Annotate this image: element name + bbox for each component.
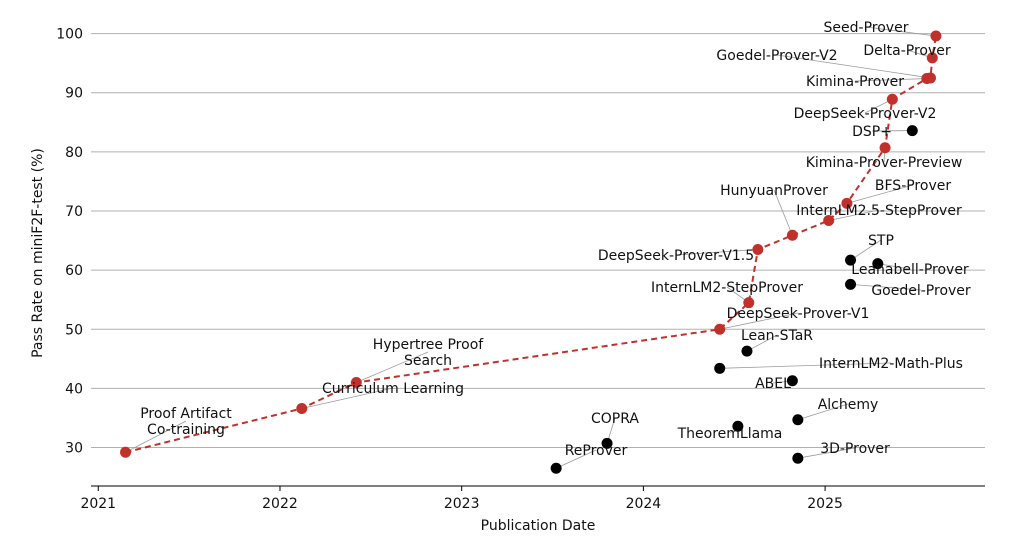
point-label-abel: ABEL <box>755 376 791 392</box>
point-alchemy <box>792 414 804 426</box>
point-label-goedel-prover: Goedel-Prover <box>871 283 971 299</box>
y-tick-label: 60 <box>65 263 83 279</box>
point-label-deepseek-prover-v1-5: DeepSeek-Prover-V1.5 <box>598 248 754 264</box>
point-label-leanabell-prover: Leanabell-Prover <box>851 262 969 278</box>
point-label-delta-prover: Delta-Prover <box>863 43 951 59</box>
point-label-deepseek-prover-v2: DeepSeek-Prover-V2 <box>794 106 937 122</box>
leader-line-lean-star <box>746 334 778 352</box>
data-points <box>120 30 942 474</box>
point-internlm2-math-plus <box>714 362 726 374</box>
point-stp <box>845 254 857 266</box>
x-tick-label: 2022 <box>262 496 298 512</box>
y-tick-label: 70 <box>65 204 83 220</box>
point-label-3d-prover: 3D-Prover <box>820 441 890 457</box>
point-copra <box>601 437 613 449</box>
point-deepseek-prover-v2 <box>886 93 898 105</box>
point-internlm2-stepprover <box>743 297 755 309</box>
y-axis-title: Pass Rate on miniF2F-test (%) <box>30 148 46 358</box>
leader-line-alchemy <box>797 403 849 421</box>
point-3d-prover <box>792 452 804 464</box>
leader-line-deepseek-prover-v1-5 <box>675 249 758 256</box>
point-proof-artifact-co-training <box>120 446 132 458</box>
point-label-alchemy: Alchemy <box>818 397 879 413</box>
point-bfs-prover <box>841 197 853 209</box>
y-tick-label: 50 <box>65 322 83 338</box>
leader-line-stp <box>850 239 882 261</box>
point-seed-prover <box>930 30 942 42</box>
leader-line-deepseek-prover-v1 <box>719 312 799 330</box>
y-tick-label: 80 <box>65 145 83 161</box>
point-deepseek-prover-v1-5 <box>752 243 764 255</box>
point-deepseek-prover-v1 <box>714 323 726 335</box>
grid-lines <box>91 33 985 449</box>
leader-line-3d-prover <box>797 447 856 459</box>
leader-line-hunyuanprover <box>773 189 793 236</box>
point-dsp <box>906 125 918 137</box>
point-internlm2-5-stepprover <box>823 214 835 226</box>
leader-line-curriculum-learning <box>301 387 394 409</box>
point-label-kimina-prover: Kimina-Prover <box>806 74 904 90</box>
point-label-hunyuanprover: HunyuanProver <box>720 183 828 199</box>
point-label-theoremllama: TheoremLlama <box>677 426 783 442</box>
point-goedel-prover <box>845 278 857 290</box>
x-axis-ticks: 2021 2022 2023 2024 2025 <box>80 486 843 512</box>
x-tick-label: 2021 <box>80 496 116 512</box>
point-label-proof-artifact-co-training: Proof Artifact <box>140 406 232 422</box>
point-label-deepseek-prover-v1: DeepSeek-Prover-V1 <box>727 306 870 322</box>
point-label-hypertree-proof-search: Search <box>404 353 452 369</box>
point-leanabell-prover <box>872 258 884 270</box>
point-kimina-prover-preview <box>879 142 891 154</box>
point-reprover <box>550 462 562 474</box>
point-hypertree-proof-search <box>350 377 362 389</box>
x-tick-label: 2025 <box>807 496 843 512</box>
y-tick-label: 30 <box>65 441 83 457</box>
point-label-copra: COPRA <box>591 411 639 427</box>
leader-line-internlm2-5-stepprover <box>828 209 880 221</box>
point-label-stp: STP <box>868 233 894 249</box>
y-axis-ticks: 30 40 50 60 70 80 90 100 <box>56 27 83 457</box>
point-label-goedel-prover-v2: Goedel-Prover-V2 <box>716 48 837 64</box>
point-goedel-prover-v2 <box>924 72 936 84</box>
point-label-lean-star: Lean-STaR <box>741 328 813 344</box>
point-label-internlm2-stepprover: InternLM2-StepProver <box>651 280 803 296</box>
y-tick-label: 40 <box>65 381 83 397</box>
x-tick-label: 2024 <box>626 496 662 512</box>
x-tick-label: 2023 <box>444 496 480 512</box>
y-tick-label: 100 <box>56 27 83 43</box>
leader-line-proof-artifact-co-training <box>125 420 187 453</box>
x-axis-title: Publication Date <box>481 518 596 534</box>
point-label-proof-artifact-co-training: Co-training <box>147 422 225 438</box>
point-theoremllama <box>732 420 744 432</box>
point-label-reprover: ReProver <box>565 443 628 459</box>
y-tick-label: 90 <box>65 86 83 102</box>
point-label-kimina-prover-preview: Kimina-Prover-Preview <box>806 155 963 171</box>
point-hunyuanprover <box>786 229 798 241</box>
leader-line-goedel-prover <box>850 283 922 291</box>
point-lean-star <box>741 345 753 357</box>
point-label-internlm2-math-plus: InternLM2-Math-Plus <box>819 356 963 372</box>
leader-line-reprover <box>556 449 597 469</box>
point-curriculum-learning <box>296 403 308 415</box>
point-label-curriculum-learning: Curriculum Learning <box>322 381 464 397</box>
leader-line-kimina-prover <box>854 78 927 82</box>
point-label-hypertree-proof-search: Hypertree Proof <box>373 337 484 353</box>
frontier-line <box>125 35 937 454</box>
point-label-internlm2-5-stepprover: InternLM2.5-StepProver <box>796 203 962 219</box>
leader-line-bfs-prover <box>846 184 914 204</box>
point-label-bfs-prover: BFS-Prover <box>875 178 951 194</box>
point-delta-prover <box>926 52 938 64</box>
point-labels: ReProver COPRA TheoremLlama Lean-STaR Intern… <box>140 20 971 459</box>
leader-line-internlm2-math-plus <box>719 362 892 369</box>
point-abel <box>786 375 798 387</box>
leader-line-seed-prover <box>865 26 936 37</box>
leader-line-goedel-prover-v2 <box>776 54 931 79</box>
leader-line-hypertree-proof-search <box>356 351 429 383</box>
label-leader-lines <box>125 26 936 469</box>
point-label-seed-prover: Seed-Prover <box>824 20 909 36</box>
point-label-dsp: DSP+ <box>852 124 892 140</box>
